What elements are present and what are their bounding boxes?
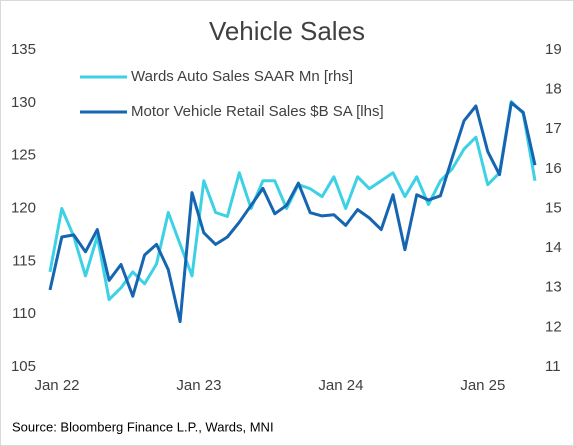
y2-tick-label: 11 bbox=[545, 358, 561, 375]
y2-tick-label: 16 bbox=[545, 160, 562, 177]
y-tick-label: 110 bbox=[12, 305, 36, 322]
legend-label: Motor Vehicle Retail Sales $B SA [lhs] bbox=[131, 103, 384, 120]
x-tick-label: Jan 22 bbox=[34, 377, 79, 394]
series-line bbox=[48, 101, 537, 324]
y-tick-label: 135 bbox=[11, 41, 36, 58]
legend-label: Wards Auto Sales SAAR Mn [rhs] bbox=[131, 68, 353, 85]
y2-tick-label: 13 bbox=[545, 279, 562, 296]
y-tick-label: 125 bbox=[11, 147, 36, 164]
y2-tick-label: 12 bbox=[545, 318, 562, 335]
x-tick-label: Jan 24 bbox=[318, 377, 363, 394]
y-tick-label: 130 bbox=[11, 94, 36, 111]
y-tick-label: 115 bbox=[12, 252, 36, 269]
source-note: Source: Bloomberg Finance L.P., Wards, M… bbox=[12, 419, 274, 434]
y2-tick-label: 14 bbox=[545, 239, 562, 256]
y-tick-label: 120 bbox=[11, 199, 36, 216]
y-tick-label: 105 bbox=[11, 358, 36, 375]
chart-title: Vehicle Sales bbox=[209, 16, 365, 46]
y2-tick-label: 19 bbox=[545, 41, 562, 58]
y2-tick-label: 17 bbox=[545, 120, 562, 137]
y2-tick-label: 15 bbox=[545, 199, 562, 216]
y2-tick-label: 18 bbox=[545, 81, 562, 98]
x-tick-label: Jan 23 bbox=[176, 377, 221, 394]
x-tick-label: Jan 25 bbox=[460, 377, 505, 394]
